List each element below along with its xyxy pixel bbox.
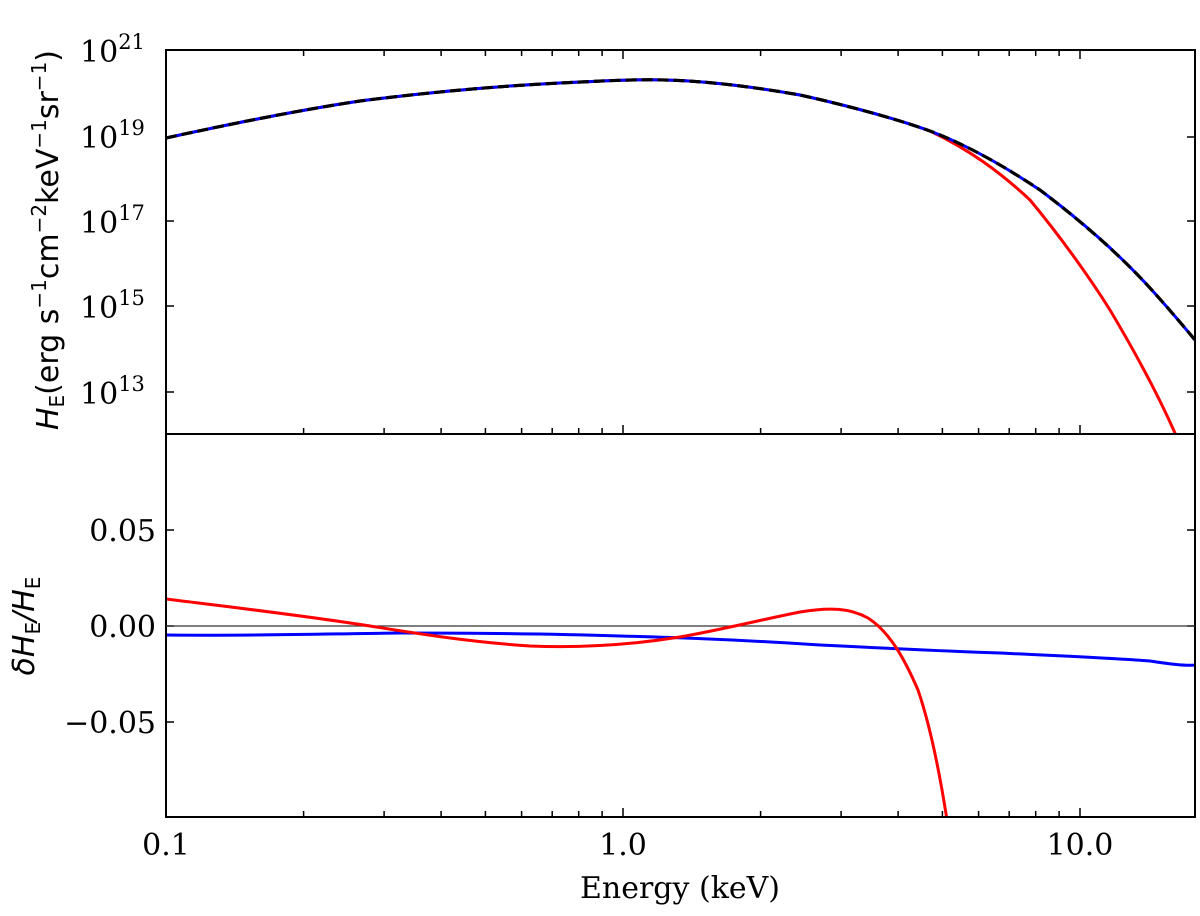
x-ticks [302,50,1081,817]
svg-text:0.1: 0.1 [142,828,190,863]
svg-text:1013: 1013 [80,372,145,412]
svg-text:1021: 1021 [80,30,145,70]
bottom-blue-curve [167,631,1194,667]
x-tick-labels: 0.1 1.0 10.0 [142,828,1113,863]
svg-text:1017: 1017 [80,201,145,241]
bottom-red-curve [167,597,948,816]
svg-text:1015: 1015 [80,286,145,326]
bottom-y-tick-labels: 0.05 0.00 −0.05 [64,514,156,741]
bottom-y-axis-label: δHE/HE [7,577,45,676]
svg-text:0.00: 0.00 [89,610,156,645]
svg-text:10.0: 10.0 [1047,828,1114,863]
svg-text:1.0: 1.0 [599,828,647,863]
top-black-dashed-curve [167,78,1194,342]
top-red-curve [167,78,1177,433]
svg-text:HE(erg s−1cm−2keV−1sr−1): HE(erg s−1cm−2keV−1sr−1) [27,50,69,430]
svg-text:−0.05: −0.05 [64,706,156,741]
x-axis-label: Energy (keV) [580,871,780,906]
top-blue-curve [167,78,1194,341]
top-y-tick-labels: 1021 1019 1017 1015 1013 [80,30,145,412]
top-y-axis-label: HE(erg s−1cm−2keV−1sr−1) [27,50,69,430]
top-y-ticks [166,136,1195,393]
svg-text:δHE/HE: δHE/HE [7,577,45,676]
svg-text:0.05: 0.05 [89,514,156,549]
svg-text:1019: 1019 [80,116,145,156]
